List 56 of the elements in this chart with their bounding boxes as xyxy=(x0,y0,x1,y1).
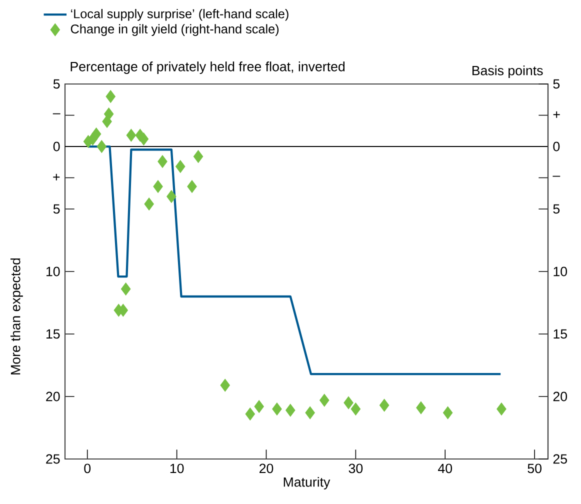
point xyxy=(91,128,102,140)
y2-tick-label: 5 xyxy=(553,79,560,89)
y2-tick-label: – xyxy=(552,176,560,177)
y2-tick-label: 25 xyxy=(553,454,567,464)
point xyxy=(144,198,154,210)
y-tick-label: 20 xyxy=(46,392,60,402)
y-tick-label: 15 xyxy=(46,329,60,339)
y2-tick-label: 0 xyxy=(553,142,560,152)
point xyxy=(416,401,426,414)
x-tick-label: 10 xyxy=(170,464,184,474)
y-tick-label: 0 xyxy=(53,142,60,152)
y-tick-label: 25 xyxy=(46,454,60,464)
point xyxy=(96,140,107,153)
y-tick-label: + xyxy=(53,174,60,180)
x-tick-label: 0 xyxy=(84,464,91,474)
y2-tick-label: 20 xyxy=(553,392,568,402)
point xyxy=(176,160,186,173)
point xyxy=(120,282,131,296)
y2-tick-label: 10 xyxy=(554,266,568,276)
point xyxy=(379,398,390,412)
y-tick-label: – xyxy=(52,113,60,114)
chart-title: Percentage of privately held free float, inverted xyxy=(70,62,345,74)
y-tick-label: 10 xyxy=(46,266,60,276)
y2-tick-label: 5 xyxy=(553,204,560,214)
legend-label: ‘Local supply surprise’ (left-hand scale) xyxy=(71,8,288,21)
x-tick-label: 20 xyxy=(260,464,274,474)
y2-tick-label: 15 xyxy=(554,329,567,339)
point xyxy=(126,128,136,142)
y2-tick-label: + xyxy=(553,111,560,118)
y-tick-label: 5 xyxy=(53,204,60,214)
point xyxy=(496,402,506,416)
point xyxy=(245,408,256,420)
point xyxy=(442,406,453,420)
point xyxy=(254,400,264,413)
point xyxy=(104,108,114,120)
point xyxy=(305,406,315,420)
point xyxy=(220,378,230,392)
x-tick-label: 40 xyxy=(438,464,452,474)
x-tick-label: 50 xyxy=(528,464,542,474)
point xyxy=(153,180,163,193)
y-tick-label: 5 xyxy=(53,79,60,89)
point xyxy=(272,402,282,416)
x-axis-title: Maturity xyxy=(284,476,330,490)
point xyxy=(106,90,116,103)
y-axis-title: More than expected xyxy=(10,258,23,374)
point xyxy=(193,150,204,163)
point xyxy=(320,394,330,407)
point xyxy=(286,404,296,417)
point xyxy=(344,396,354,410)
y2-axis-title: Basis points xyxy=(472,66,543,78)
point xyxy=(166,190,176,203)
legend-label: Change in gilt yield (right-hand scale) xyxy=(70,24,279,36)
x-tick-label: 30 xyxy=(348,464,363,474)
point xyxy=(158,155,168,168)
point xyxy=(350,402,361,416)
point xyxy=(187,180,197,193)
